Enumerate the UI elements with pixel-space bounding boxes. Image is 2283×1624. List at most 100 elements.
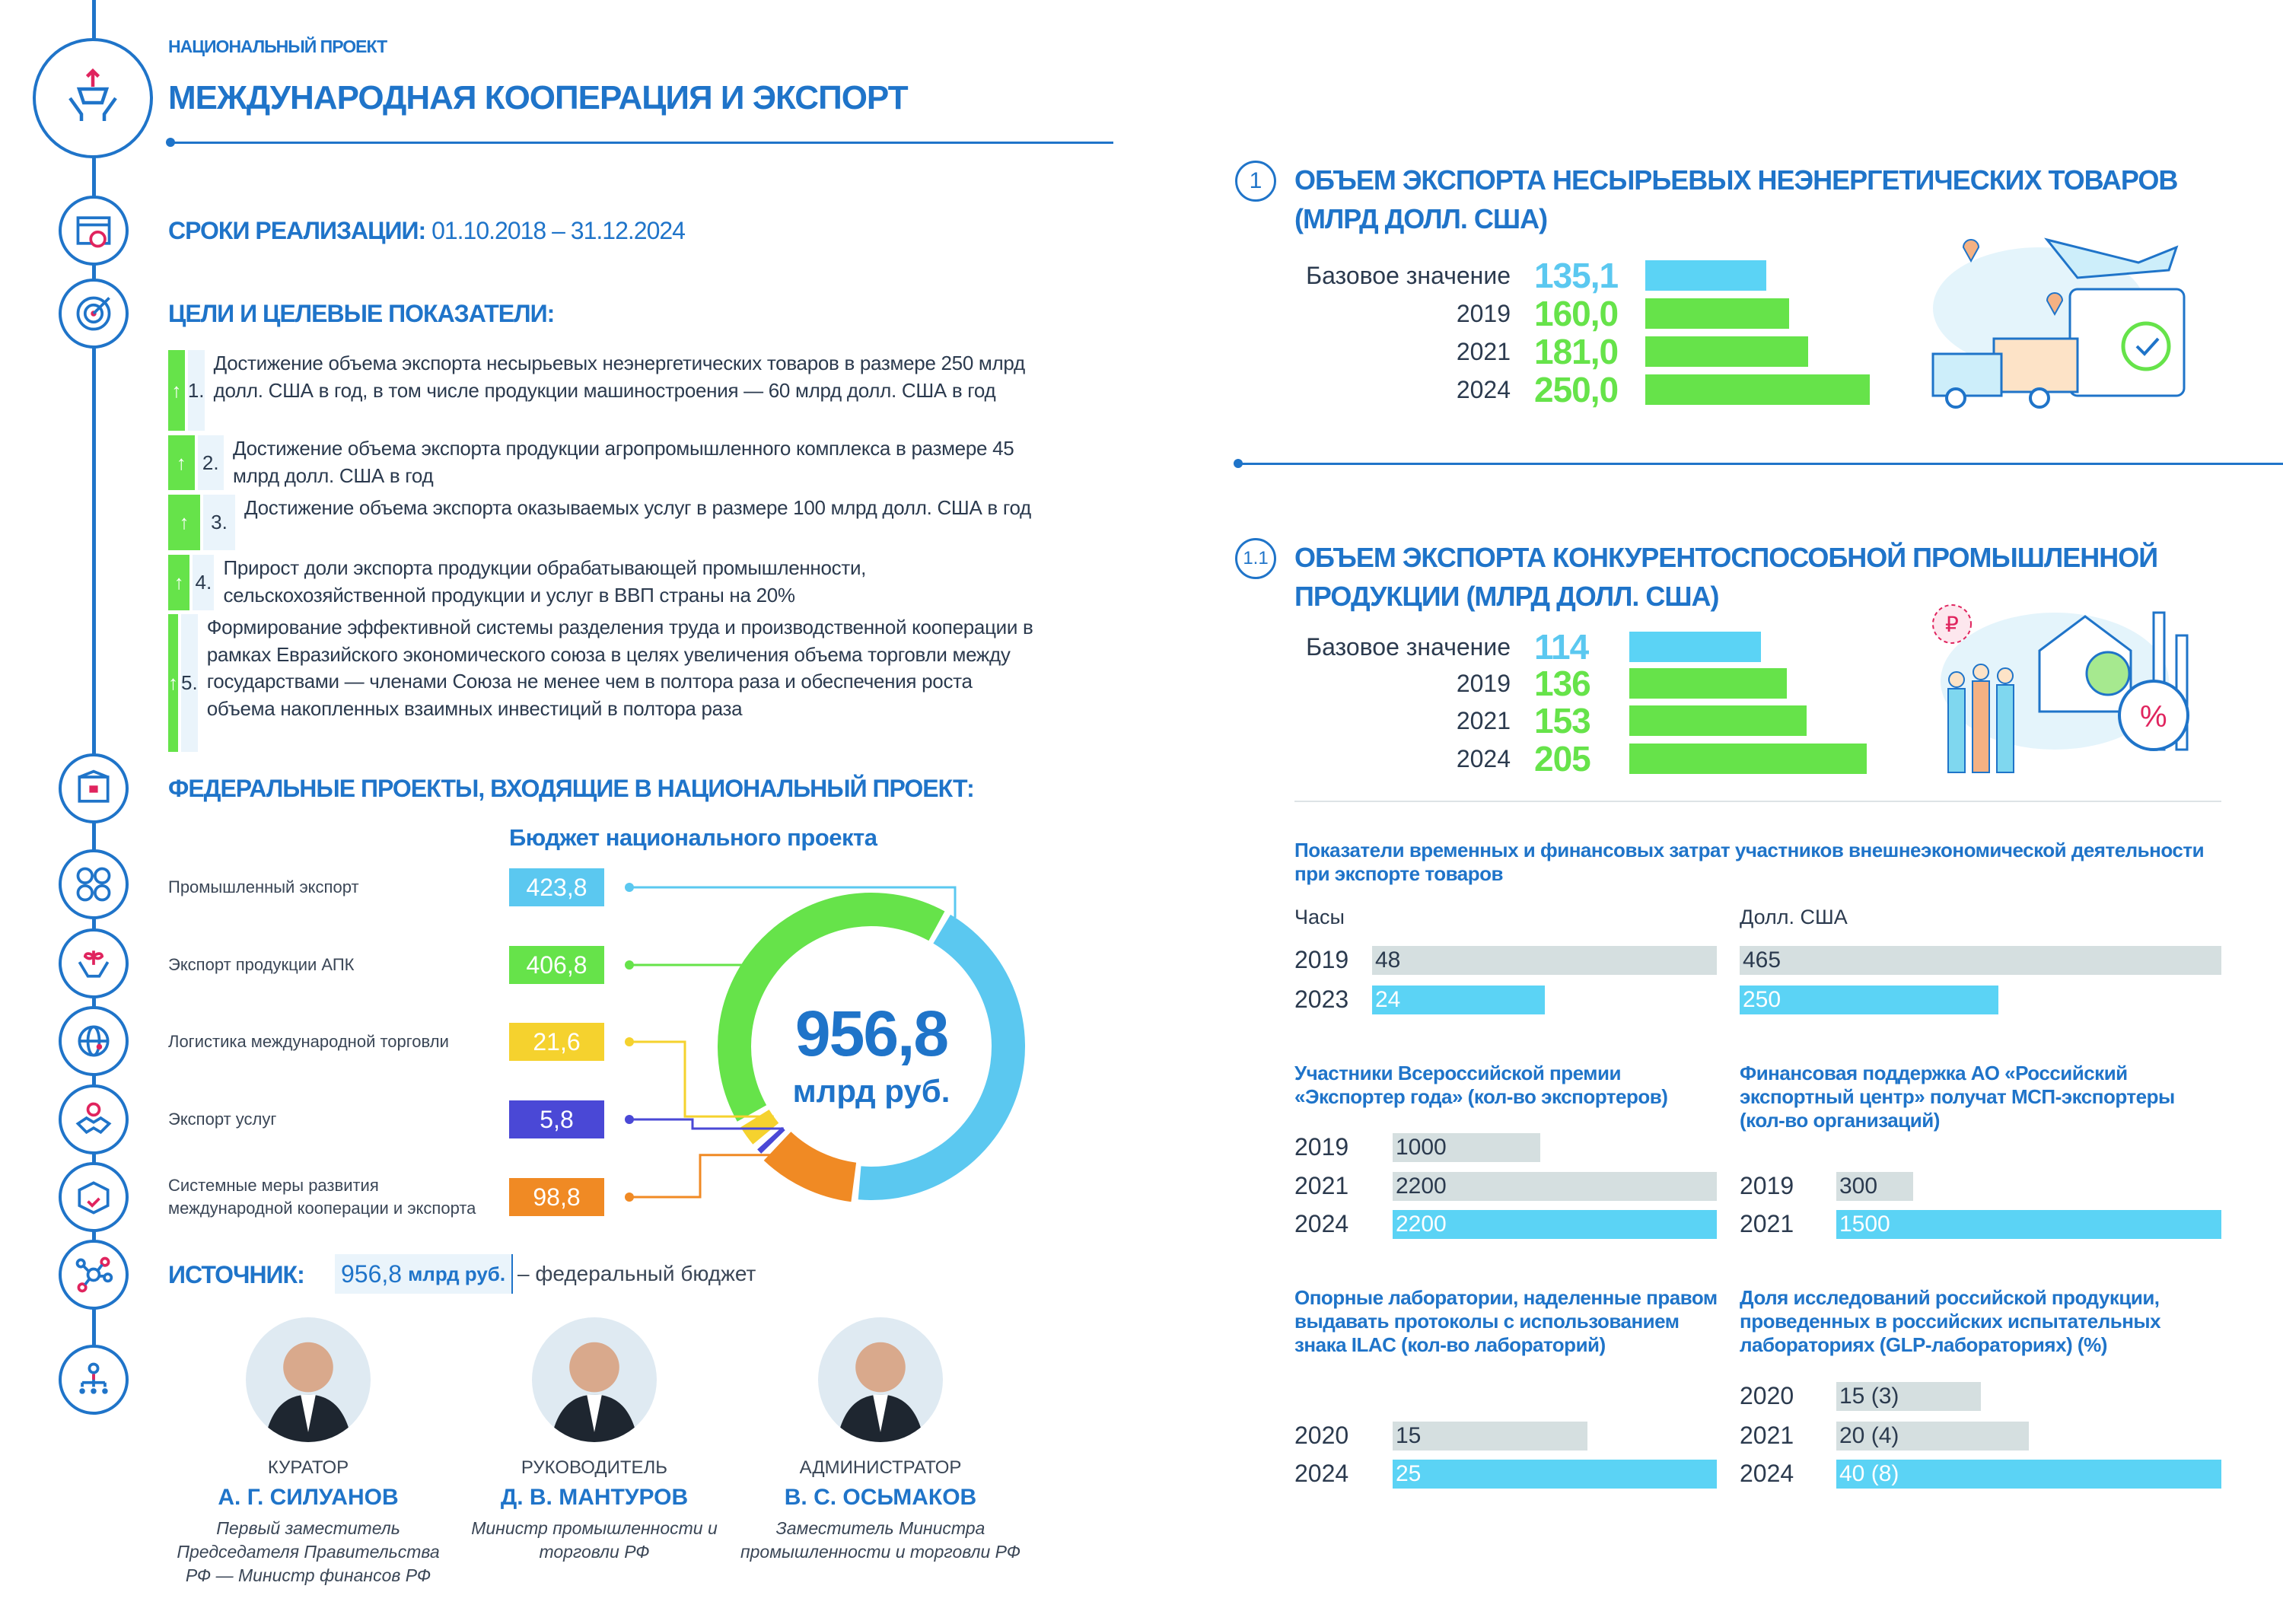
indicator-title: ОБЪЕМ ЭКСПОРТА КОНКУРЕНТОСПОСОБНОЙ ПРОМЫ… <box>1294 542 2158 612</box>
divider <box>1294 801 2221 802</box>
indicator-badge: 1.1 <box>1235 538 1276 579</box>
calendar-icon <box>59 196 129 266</box>
bar-value: 1500 <box>1836 1210 2221 1239</box>
goal-text: Формирование эффективной системы разделе… <box>206 616 1033 720</box>
timeline-line <box>92 0 96 1393</box>
arrow-up-icon: ↑ <box>168 350 185 431</box>
bar-year: 2019 <box>1740 1172 1794 1199</box>
indicator-row-label: 2024 <box>1456 745 1511 772</box>
indicator-row-label: 2019 <box>1456 670 1511 697</box>
presentation-board-icon <box>59 753 129 823</box>
federal-project-value: 5,8 <box>509 1100 604 1138</box>
donut-segment <box>757 1126 785 1154</box>
indicator-bar <box>1645 298 1789 329</box>
labs-title: Опорные лаборатории, наделенные правом в… <box>1294 1286 1718 1356</box>
person-photo <box>532 1317 657 1442</box>
indicator-row-value: 160,0 <box>1534 294 1619 333</box>
bar-value: 2200 <box>1393 1172 1717 1201</box>
source-amount: 956,8 <box>341 1259 403 1288</box>
timeline-value: 01.10.2018 – 31.12.2024 <box>431 217 686 244</box>
budget-total: 956,8 <box>794 998 949 1069</box>
goal-text: Достижение объема экспорта продукции агр… <box>233 437 1014 487</box>
federal-project-row: Экспорт услуг 5,8 <box>168 1100 604 1138</box>
federal-project-label: Логистика международной торговли <box>168 1032 449 1051</box>
source-amount-box: 956,8 млрд руб. <box>335 1254 514 1294</box>
page-title: МЕЖДУНАРОДНАЯ КООПЕРАЦИЯ И ЭКСПОРТ <box>168 79 909 116</box>
federal-title: ФЕДЕРАЛЬНЫЕ ПРОЕКТЫ, ВХОДЯЩИЕ В НАЦИОНАЛ… <box>168 775 975 802</box>
handshake-icon <box>59 1084 129 1154</box>
indicator-row-label: 2019 <box>1456 300 1511 327</box>
indicator-row-value: 181,0 <box>1534 332 1619 371</box>
person-description: Заместитель Министра промышленности и то… <box>740 1518 1021 1562</box>
usd-label: Долл. США <box>1740 906 1848 928</box>
indicator-row-value: 205 <box>1534 739 1591 779</box>
budget-title: Бюджет национального проекта <box>509 824 877 851</box>
bar-value: 20 (4) <box>1836 1422 2029 1450</box>
indicator-row-value: 250,0 <box>1534 370 1619 409</box>
indicator-bar <box>1645 260 1767 291</box>
arrow-up-icon: ↑ <box>168 555 190 610</box>
bar-value: 15 <box>1393 1422 1587 1450</box>
bar-value: 25 <box>1393 1460 1717 1489</box>
bar-year: 2019 <box>1294 1133 1349 1161</box>
indicator-row-value: 153 <box>1534 701 1591 740</box>
person-name: Д. В. МАНТУРОВ <box>500 1485 689 1510</box>
goal-item: ↑ 4. Прирост доли экспорта продукции обраб… <box>168 555 1043 610</box>
goal-number: 4. <box>193 555 215 610</box>
project-logo-icon <box>33 38 153 158</box>
bar-year: 2024 <box>1740 1460 1794 1487</box>
target-icon <box>59 279 129 349</box>
goal-item: ↑ 3. Достижение объема экспорта оказываемы… <box>168 495 1043 550</box>
plant-hands-icon <box>59 928 129 998</box>
indicator-row-label: Базовое значение <box>1306 262 1511 289</box>
federal-project-value: 406,8 <box>509 946 604 984</box>
globe-icon <box>59 1006 129 1076</box>
arrow-up-icon: ↑ <box>168 614 178 752</box>
export-logistics-illustration <box>1931 237 2186 409</box>
indicator-title: ОБЪЕМ ЭКСПОРТА НЕСЫРЬЕВЫХ НЕЭНЕРГЕТИЧЕСК… <box>1294 164 2178 234</box>
indicator-bar <box>1645 336 1808 367</box>
leader-line <box>629 1118 784 1130</box>
indicator-bar <box>1629 705 1807 736</box>
indicator-row-label: 2024 <box>1456 376 1511 403</box>
indicator-row-value: 114 <box>1534 627 1589 667</box>
goal-item: ↑ 2. Достижение объема экспорта продукции … <box>168 435 1043 490</box>
federal-project-row: Промышленный экспорт 423,8 <box>168 868 604 906</box>
federal-project-row: Логистика международной торговли 21,6 <box>168 1023 604 1061</box>
bar-value: 24 <box>1372 986 1545 1014</box>
source-text: – федеральный бюджет <box>517 1262 756 1285</box>
person-name: А. Г. СИЛУАНОВ <box>218 1485 399 1510</box>
leader-line <box>629 886 957 918</box>
goal-text: Достижение объема экспорта несырьевых не… <box>213 352 1026 402</box>
bar-value: 2200 <box>1393 1210 1717 1239</box>
network-icon <box>59 1240 129 1310</box>
source-unit: млрд руб. <box>408 1262 506 1285</box>
divider-dot <box>1234 459 1243 468</box>
bar-year: 2021 <box>1740 1422 1794 1449</box>
budget-total-unit: млрд руб. <box>792 1073 950 1109</box>
donut-segment <box>858 914 1025 1200</box>
federal-project-row: Экспорт продукции АПК 406,8 <box>168 946 604 984</box>
kicker: НАЦИОНАЛЬНЫЙ ПРОЕКТ <box>168 37 387 56</box>
svg-text:₽: ₽ <box>1945 613 1959 636</box>
indicator-row-value: 135,1 <box>1534 256 1619 295</box>
divider <box>169 142 1113 144</box>
indicator-row-label: Базовое значение <box>1306 633 1511 661</box>
federal-project-label: Системные меры развития международной ко… <box>168 1176 476 1218</box>
timeline-label: СРОКИ РЕАЛИЗАЦИИ: <box>168 217 426 244</box>
leader-line <box>629 1154 820 1199</box>
goal-number: 3. <box>203 495 235 550</box>
person-role: КУРАТОР <box>267 1457 349 1478</box>
bar-value: 1000 <box>1393 1133 1540 1162</box>
svg-text:%: % <box>2140 700 2167 734</box>
box-check-icon <box>59 1162 129 1232</box>
divider-dot <box>166 138 175 147</box>
leader-line <box>629 1040 774 1118</box>
federal-project-value: 98,8 <box>509 1178 604 1216</box>
federal-project-value: 423,8 <box>509 868 604 906</box>
goal-number: 1. <box>187 350 205 431</box>
goal-text: Достижение объема экспорта оказываемых у… <box>244 496 1031 519</box>
person-name: В. С. ОСЬМАКОВ <box>784 1485 977 1510</box>
goal-number: 2. <box>197 435 224 490</box>
